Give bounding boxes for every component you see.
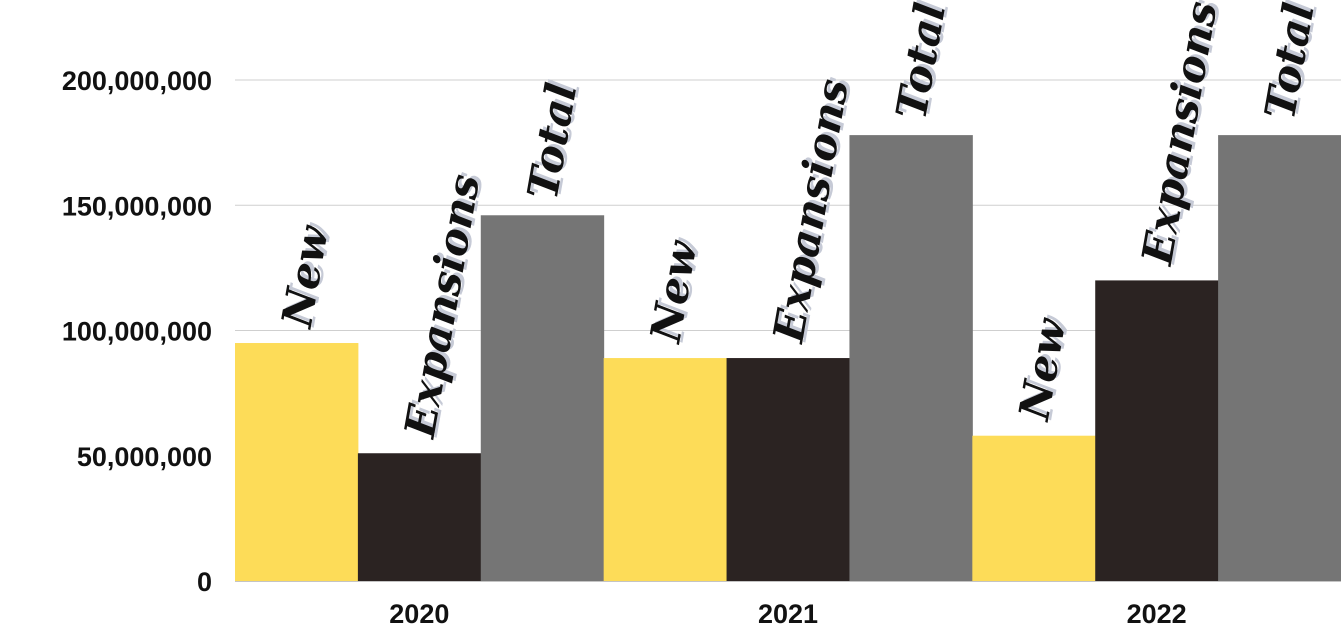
bar-total-2020 bbox=[480, 215, 605, 581]
bar-label-text: Total bbox=[518, 79, 587, 203]
bar-label-text: Expansions bbox=[763, 75, 858, 346]
bar-expansions-2022 bbox=[1095, 280, 1219, 581]
bars bbox=[235, 135, 1341, 582]
bar-total-2022 bbox=[1218, 135, 1341, 582]
y-tick-label-4: 200,000,000 bbox=[62, 66, 212, 96]
x-category-label-2021: 2021 bbox=[758, 599, 818, 626]
y-axis-ticks: 0 50,000,000 100,000,000 150,000,000 200,000… bbox=[62, 66, 212, 597]
x-category-label-2022: 2022 bbox=[1127, 599, 1187, 626]
bar-new-2022 bbox=[972, 435, 1096, 581]
bar-expansions-2020 bbox=[357, 453, 482, 581]
x-category-label-2020: 2020 bbox=[389, 599, 449, 626]
bar-label-text: New bbox=[272, 221, 339, 333]
bar-label-text: Expansions bbox=[1132, 0, 1227, 269]
bar-label-text: Total bbox=[886, 0, 955, 123]
y-tick-label-3: 150,000,000 bbox=[62, 191, 212, 221]
y-tick-label-1: 50,000,000 bbox=[77, 442, 212, 472]
bar-total-2021 bbox=[849, 135, 973, 582]
bar-label-text: Expansions bbox=[395, 171, 490, 442]
bar-new-2021 bbox=[603, 358, 728, 581]
bar-new-2020 bbox=[235, 343, 359, 581]
y-tick-label-2: 100,000,000 bbox=[62, 317, 212, 347]
x-axis-categories: 2020 2021 2022 bbox=[389, 599, 1186, 626]
bar-expansions-2021 bbox=[726, 358, 850, 581]
y-tick-label-0: 0 bbox=[197, 567, 212, 597]
bar-label-text: Total bbox=[1255, 0, 1324, 123]
